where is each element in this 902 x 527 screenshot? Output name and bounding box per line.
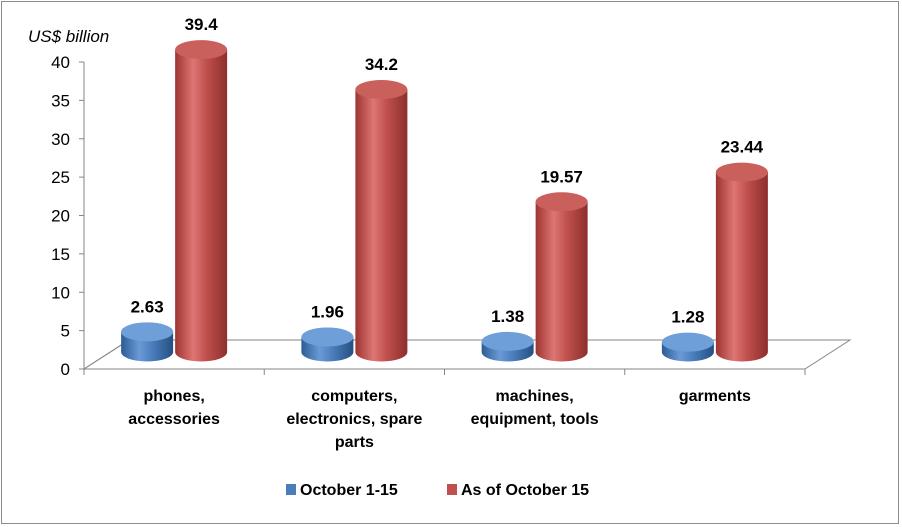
data-label: 39.4 [185,15,219,34]
bar-october-1-15 [661,332,714,362]
data-label: 1.96 [311,302,344,321]
bars [121,40,768,362]
bar-top [121,322,174,342]
data-label: 23.44 [721,138,764,157]
x-tick-label-line: phones, [143,388,204,405]
bar-top [481,331,534,351]
x-tick-label-line: electronics, spare [286,411,422,428]
y-tick-label: 15 [51,245,70,264]
bar-top [715,162,768,182]
data-label: 34.2 [365,55,398,74]
axes: 0 5 10 15 20 25 30 35 40 US$ billion [28,27,852,379]
bar-body [715,172,768,362]
bar-top [175,40,228,60]
bar-as-of-october-15 [535,192,588,362]
y-tick-label: 0 [61,360,70,379]
labels: phones, accessories computers, electronics,… [128,15,763,451]
x-tick-label-line: computers, [311,388,397,405]
legend-label: As of October 15 [461,482,589,499]
x-tick-label: garments [679,388,751,405]
x-tick-label-line: parts [335,434,374,451]
x-tick-label: computers, electronics, spare parts [286,388,422,451]
data-label: 1.38 [491,307,524,326]
bar-body [175,49,228,362]
legend-label: October 1-15 [300,482,398,499]
y-tick-label: 5 [61,322,70,341]
x-tick-label-line: garments [679,388,751,405]
bar-top [301,327,354,347]
y-tick-label: 10 [51,283,70,302]
bar-as-of-october-15 [175,40,228,362]
y-axis-unit: US$ billion [28,27,109,46]
x-tick-label-line: equipment, tools [471,411,599,428]
y-tick-label: 40 [51,53,70,72]
data-label: 1.28 [671,308,704,327]
bar-october-1-15 [481,331,534,362]
data-label: 2.63 [131,297,164,316]
bar-top [355,80,408,100]
bar-top [535,192,588,212]
legend-swatch [447,484,457,495]
y-tick-label: 20 [51,207,70,226]
bar-as-of-october-15 [715,162,768,362]
y-tick-label: 35 [51,91,70,110]
bar-october-1-15 [301,327,354,362]
x-tick-label-line: accessories [128,411,220,428]
legend-swatch [286,484,296,495]
x-tick-label: machines, equipment, tools [471,388,599,428]
legend: October 1-15 As of October 15 [286,482,589,499]
bar-as-of-october-15 [355,80,408,362]
y-tick-label: 25 [51,168,70,187]
x-tick-label-line: machines, [495,388,573,405]
y-tick-label: 30 [51,130,70,149]
bar-october-1-15 [121,322,174,362]
bar-body [355,89,408,362]
data-label: 19.57 [540,167,583,186]
bar-top [661,332,714,352]
bar-body [535,201,588,362]
x-tick-label: phones, accessories [128,388,220,428]
